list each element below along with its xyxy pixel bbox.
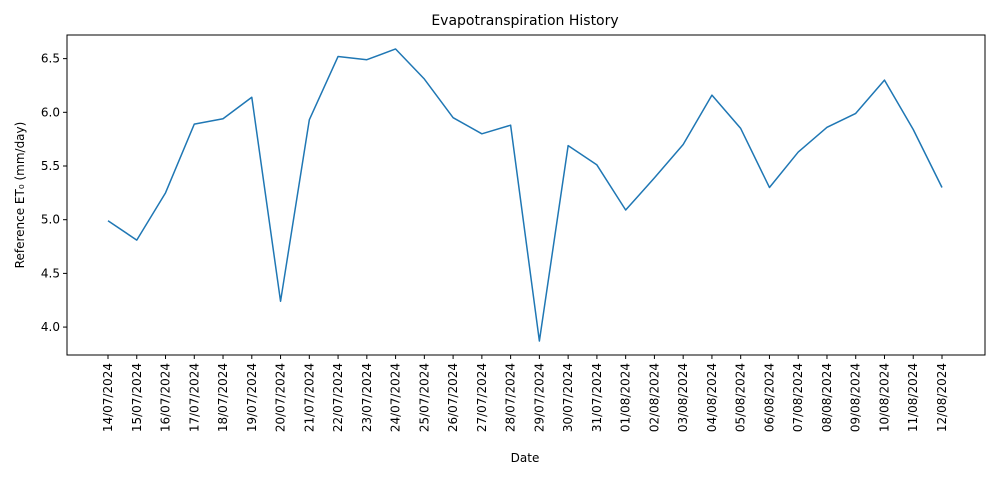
x-tick-label: 22/07/2024 xyxy=(331,363,345,432)
x-tick-label: 16/07/2024 xyxy=(159,363,173,432)
x-axis-label: Date xyxy=(511,451,540,465)
series-line xyxy=(107,48,943,342)
x-tick-label: 27/07/2024 xyxy=(475,363,489,432)
x-tick-label: 20/07/2024 xyxy=(274,363,288,432)
plot-frame xyxy=(66,34,986,356)
x-tick-label: 01/08/2024 xyxy=(619,363,633,432)
x-axis: 14/07/2024 15/07/2024 16/07/2024 17/07/2024… xyxy=(101,355,949,432)
x-tick-label: 25/07/2024 xyxy=(417,363,431,432)
x-tick-label: 04/08/2024 xyxy=(705,363,719,432)
x-tick-label: 10/08/2024 xyxy=(877,363,891,432)
x-tick-label: 18/07/2024 xyxy=(216,363,230,432)
x-tick-label: 24/07/2024 xyxy=(389,363,403,432)
y-tick-label: 4.0 xyxy=(41,320,60,334)
y-tick-label: 6.0 xyxy=(41,105,60,119)
x-tick-label: 19/07/2024 xyxy=(245,363,259,432)
y-axis-label: Reference ET₀ (mm/day) xyxy=(13,122,27,269)
x-tick-label: 08/08/2024 xyxy=(820,363,834,432)
y-tick-label: 4.5 xyxy=(41,266,60,280)
x-tick-label: 06/08/2024 xyxy=(762,363,776,432)
series-group xyxy=(107,48,943,342)
x-tick-label: 11/08/2024 xyxy=(906,363,920,432)
x-tick-label: 28/07/2024 xyxy=(504,363,518,432)
x-tick-label: 29/07/2024 xyxy=(532,363,546,432)
x-tick-label: 15/07/2024 xyxy=(130,363,144,432)
y-tick-label: 6.5 xyxy=(41,52,60,66)
y-tick-label: 5.0 xyxy=(41,213,60,227)
x-tick-label: 17/07/2024 xyxy=(187,363,201,432)
x-tick-label: 14/07/2024 xyxy=(101,363,115,432)
x-tick-label: 02/08/2024 xyxy=(647,363,661,432)
x-tick-label: 31/07/2024 xyxy=(590,363,604,432)
y-axis: 4.0 4.5 5.0 5.5 6.0 6.5 xyxy=(41,52,67,334)
x-tick-label: 07/08/2024 xyxy=(791,363,805,432)
x-tick-label: 30/07/2024 xyxy=(561,363,575,432)
x-tick-label: 09/08/2024 xyxy=(849,363,863,432)
x-tick-label: 21/07/2024 xyxy=(302,363,316,432)
x-tick-label: 05/08/2024 xyxy=(734,363,748,432)
x-tick-label: 23/07/2024 xyxy=(360,363,374,432)
x-tick-label: 03/08/2024 xyxy=(676,363,690,432)
x-tick-label: 12/08/2024 xyxy=(935,363,949,432)
y-tick-label: 5.5 xyxy=(41,159,60,173)
chart-title: Evapotranspiration History xyxy=(431,13,618,29)
x-tick-label: 26/07/2024 xyxy=(446,363,460,432)
